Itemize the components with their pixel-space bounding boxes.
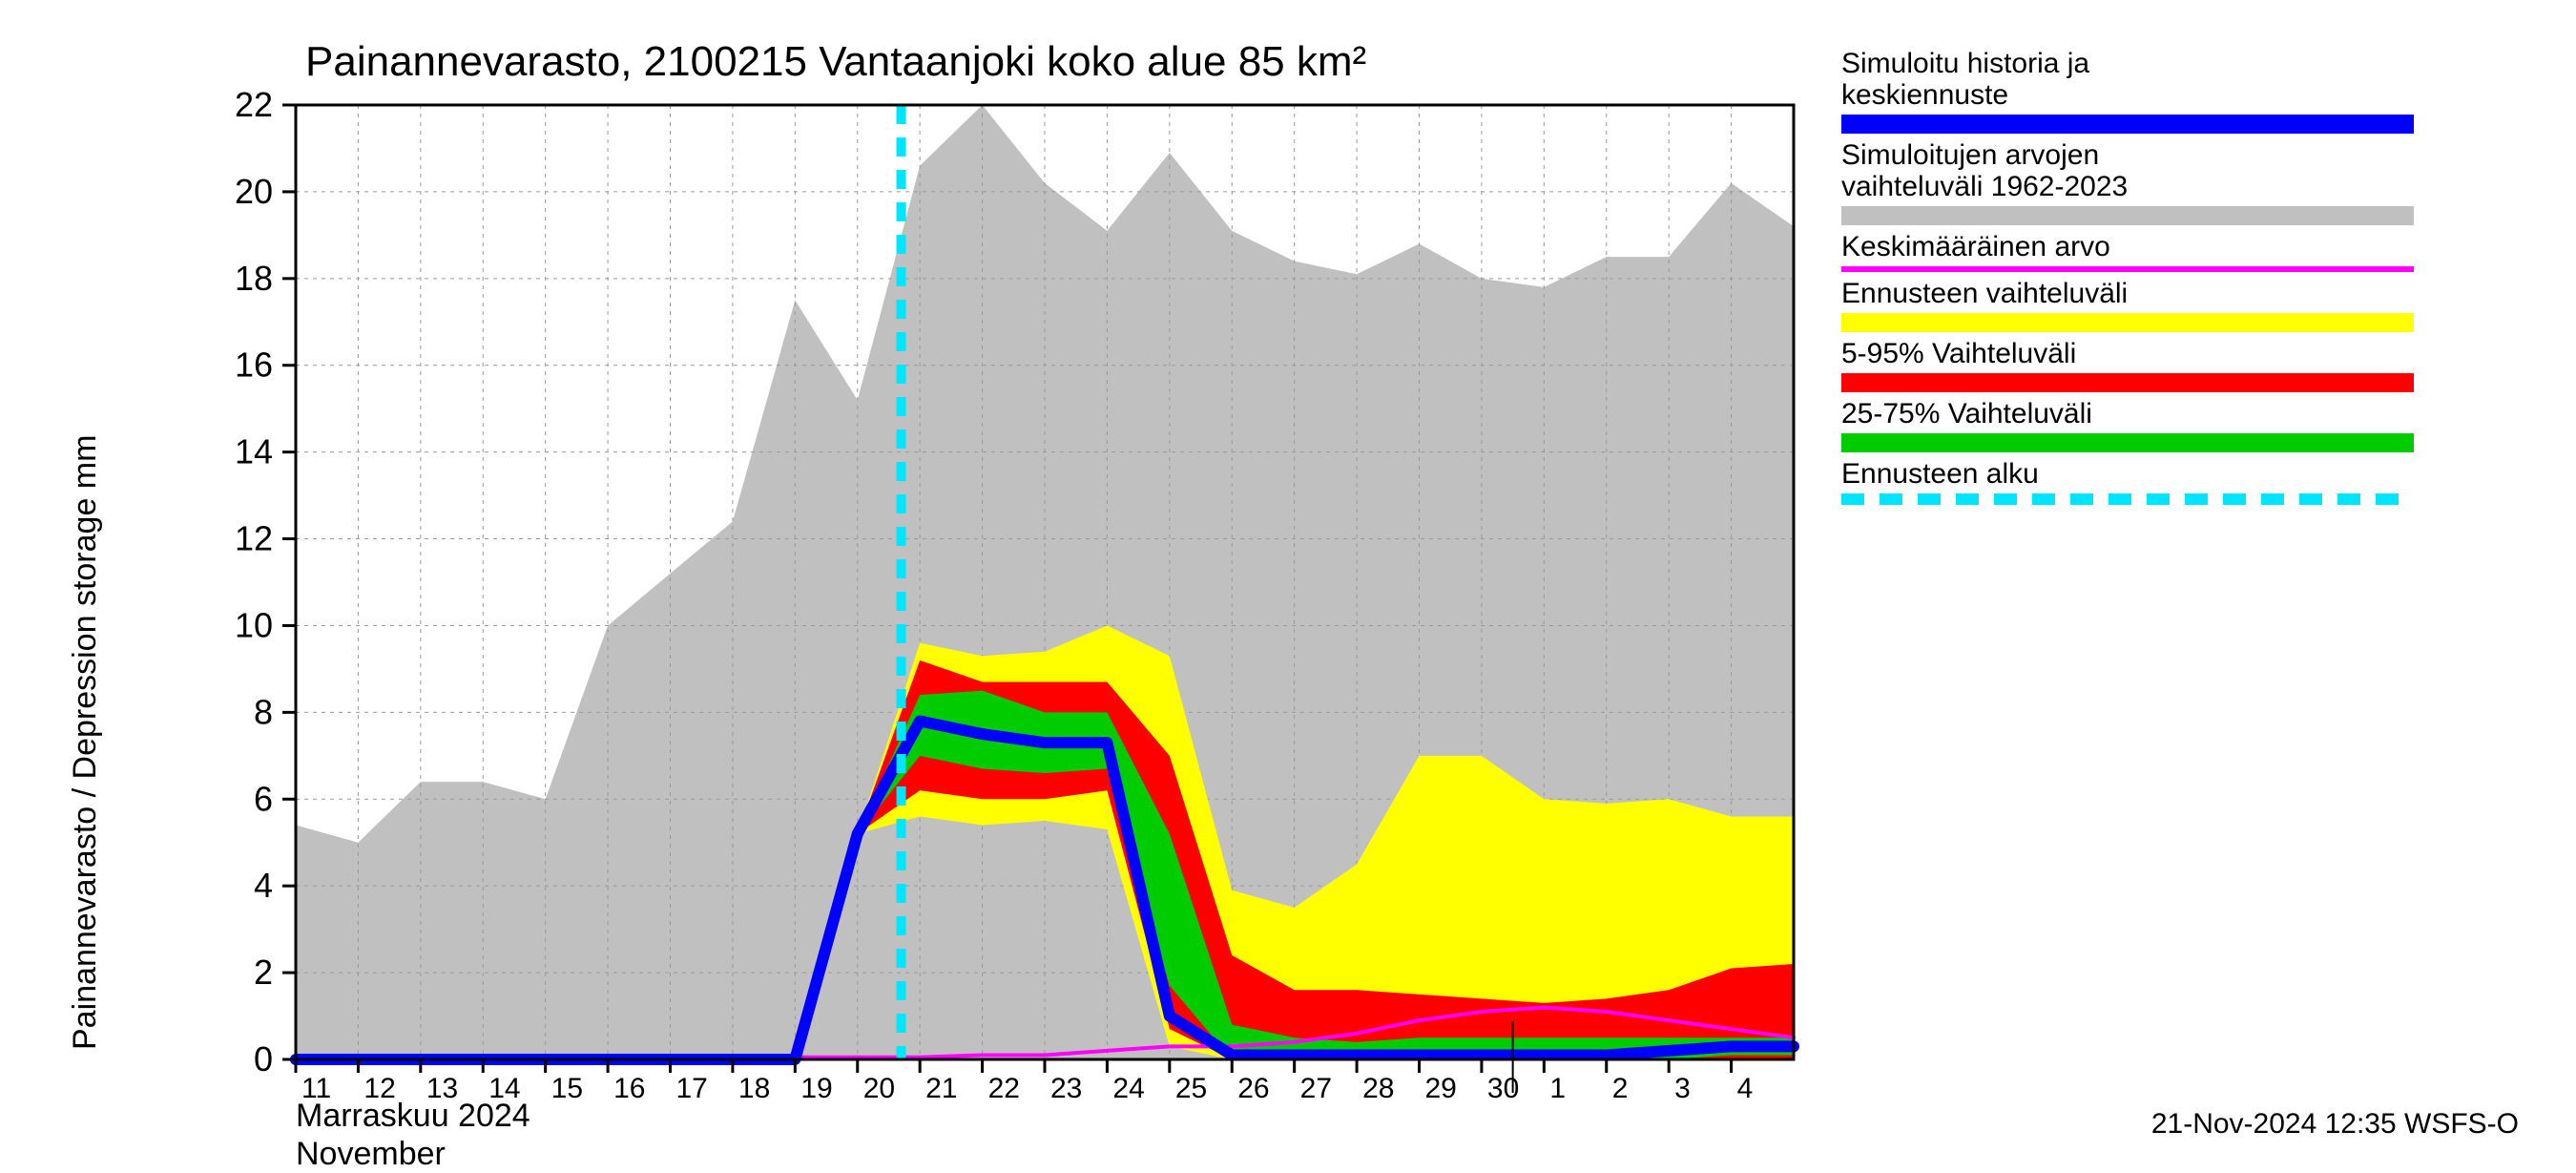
legend-swatch xyxy=(1841,206,2414,225)
ytick-label: 10 xyxy=(235,605,273,644)
legend-item: 5-95% Vaihteluväli xyxy=(1841,338,2414,392)
legend-item: Simuloitu historia jakeskiennuste xyxy=(1841,48,2414,134)
legend-label: 5-95% Vaihteluväli xyxy=(1841,338,2414,369)
xtick-label: 27 xyxy=(1300,1073,1332,1104)
x-month-label-fi: Marraskuu 2024 xyxy=(296,1098,530,1135)
xtick-label: 28 xyxy=(1362,1073,1394,1104)
xtick-label: 3 xyxy=(1674,1073,1691,1104)
xtick-label: 20 xyxy=(863,1073,895,1104)
xtick-label: 4 xyxy=(1737,1073,1754,1104)
ytick-label: 8 xyxy=(254,692,273,731)
footer-stamp: 21-Nov-2024 12:35 WSFS-O xyxy=(2151,1108,2519,1141)
xtick-label: 17 xyxy=(676,1073,708,1104)
xtick-label: 30 xyxy=(1487,1073,1519,1104)
ytick-label: 14 xyxy=(235,432,273,471)
ytick-label: 16 xyxy=(235,346,273,385)
xtick-label: 24 xyxy=(1112,1073,1144,1104)
ytick-label: 20 xyxy=(235,172,273,211)
legend-label-line: Keskimääräinen arvo xyxy=(1841,231,2110,262)
legend: Simuloitu historia jakeskiennusteSimuloi… xyxy=(1841,48,2414,511)
legend-item: Keskimääräinen arvo xyxy=(1841,231,2414,272)
xtick-label: 23 xyxy=(1050,1073,1082,1104)
xtick-label: 26 xyxy=(1237,1073,1269,1104)
legend-label: Keskimääräinen arvo xyxy=(1841,231,2414,262)
legend-label: Simuloitu historia jakeskiennuste xyxy=(1841,48,2414,111)
ytick-label: 22 xyxy=(235,85,273,124)
ytick-label: 12 xyxy=(235,519,273,558)
legend-item: Ennusteen alku xyxy=(1841,458,2414,505)
legend-label: Ennusteen alku xyxy=(1841,458,2414,490)
legend-swatch xyxy=(1841,313,2414,332)
ytick-label: 6 xyxy=(254,779,273,818)
legend-label-line: Simuloitujen arvojen xyxy=(1841,139,2099,171)
legend-item: Ennusteen vaihteluväli xyxy=(1841,278,2414,332)
legend-label: 25-75% Vaihteluväli xyxy=(1841,398,2414,429)
xtick-label: 1 xyxy=(1549,1073,1566,1104)
ytick-label: 18 xyxy=(235,259,273,298)
ytick-label: 2 xyxy=(254,953,273,992)
ytick-label: 0 xyxy=(254,1039,273,1079)
legend-label-line: keskiennuste xyxy=(1841,79,2008,111)
xtick-label: 2 xyxy=(1612,1073,1629,1104)
legend-swatch xyxy=(1841,433,2414,452)
legend-item: Simuloitujen arvojenvaihteluväli 1962-20… xyxy=(1841,139,2414,225)
xtick-label: 21 xyxy=(925,1073,957,1104)
ytick-label: 4 xyxy=(254,866,273,905)
xtick-label: 15 xyxy=(551,1073,583,1104)
xtick-label: 29 xyxy=(1425,1073,1457,1104)
chart-container: Painannevarasto, 2100215 Vantaanjoki kok… xyxy=(0,0,2576,1145)
legend-label-line: Simuloitu historia ja xyxy=(1841,48,2089,79)
xtick-label: 22 xyxy=(988,1073,1020,1104)
legend-label: Ennusteen vaihteluväli xyxy=(1841,278,2414,309)
legend-swatch xyxy=(1841,115,2414,134)
legend-label-line: Ennusteen vaihteluväli xyxy=(1841,278,2128,309)
legend-label-line: vaihteluväli 1962-2023 xyxy=(1841,171,2128,202)
legend-label-line: Ennusteen alku xyxy=(1841,458,2039,490)
legend-label: Simuloitujen arvojenvaihteluväli 1962-20… xyxy=(1841,139,2414,202)
legend-swatch xyxy=(1841,266,2414,272)
legend-swatch xyxy=(1841,493,2414,505)
x-month-label-en: November xyxy=(296,1136,446,1173)
legend-item: 25-75% Vaihteluväli xyxy=(1841,398,2414,452)
xtick-label: 18 xyxy=(738,1073,770,1104)
xtick-label: 19 xyxy=(800,1073,832,1104)
xtick-label: 16 xyxy=(613,1073,645,1104)
legend-label-line: 5-95% Vaihteluväli xyxy=(1841,338,2076,369)
legend-label-line: 25-75% Vaihteluväli xyxy=(1841,398,2092,429)
legend-swatch xyxy=(1841,373,2414,392)
xtick-label: 25 xyxy=(1175,1073,1207,1104)
